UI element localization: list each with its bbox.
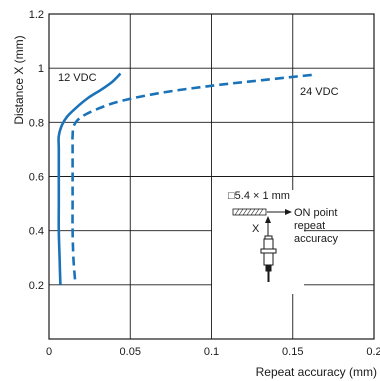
x-tick-label: 0.2 <box>366 346 380 358</box>
x-tick-label: 0.15 <box>282 346 303 358</box>
series-labels: 12 VDC 24 VDC <box>58 72 339 98</box>
proximity-sensor-icon <box>260 235 277 282</box>
y-tick-label: 0.8 <box>29 117 44 129</box>
data-series <box>57 72 313 285</box>
inset-background <box>212 190 304 294</box>
x-tick-label: 0.1 <box>204 346 219 358</box>
on-point-arrowhead <box>285 209 292 215</box>
target-plate-icon <box>232 208 267 216</box>
series-line-12vdc <box>57 72 122 285</box>
grid <box>49 14 374 339</box>
axis-ticks: 0 0.05 0.1 0.15 0.2 0.2 0.4 0.6 0.8 1 1.2 <box>29 9 380 358</box>
y-tick-label: 1 <box>38 63 44 75</box>
series-label-12vdc: 12 VDC <box>58 72 97 84</box>
plot-frame <box>48 13 375 340</box>
series-line-24vdc <box>71 73 313 280</box>
repeat-label: repeat <box>294 220 325 232</box>
accuracy-label: accuracy <box>294 233 339 245</box>
target-hatching <box>234 208 264 216</box>
x-tick-label: 0 <box>46 346 52 358</box>
x-tick-label: 0.05 <box>120 346 141 358</box>
y-tick-label: 0.2 <box>29 280 44 292</box>
on-point-label: ON point <box>294 207 337 219</box>
distance-arrowhead <box>265 216 271 223</box>
distance-x-label: X <box>252 223 260 235</box>
x-axis-label: Repeat accuracy (mm) <box>256 365 377 379</box>
series-label-24vdc: 24 VDC <box>300 86 339 98</box>
target-size-label: □5.4 × 1 mm <box>228 190 290 202</box>
y-tick-label: 0.4 <box>29 226 44 238</box>
y-tick-label: 1.2 <box>29 9 44 21</box>
sensor-diagram-inset: □5.4 × 1 mm ON point repeat accuracy X <box>212 190 339 294</box>
y-axis-label: Distance X (mm) <box>12 35 26 124</box>
y-tick-label: 0.6 <box>29 172 44 184</box>
